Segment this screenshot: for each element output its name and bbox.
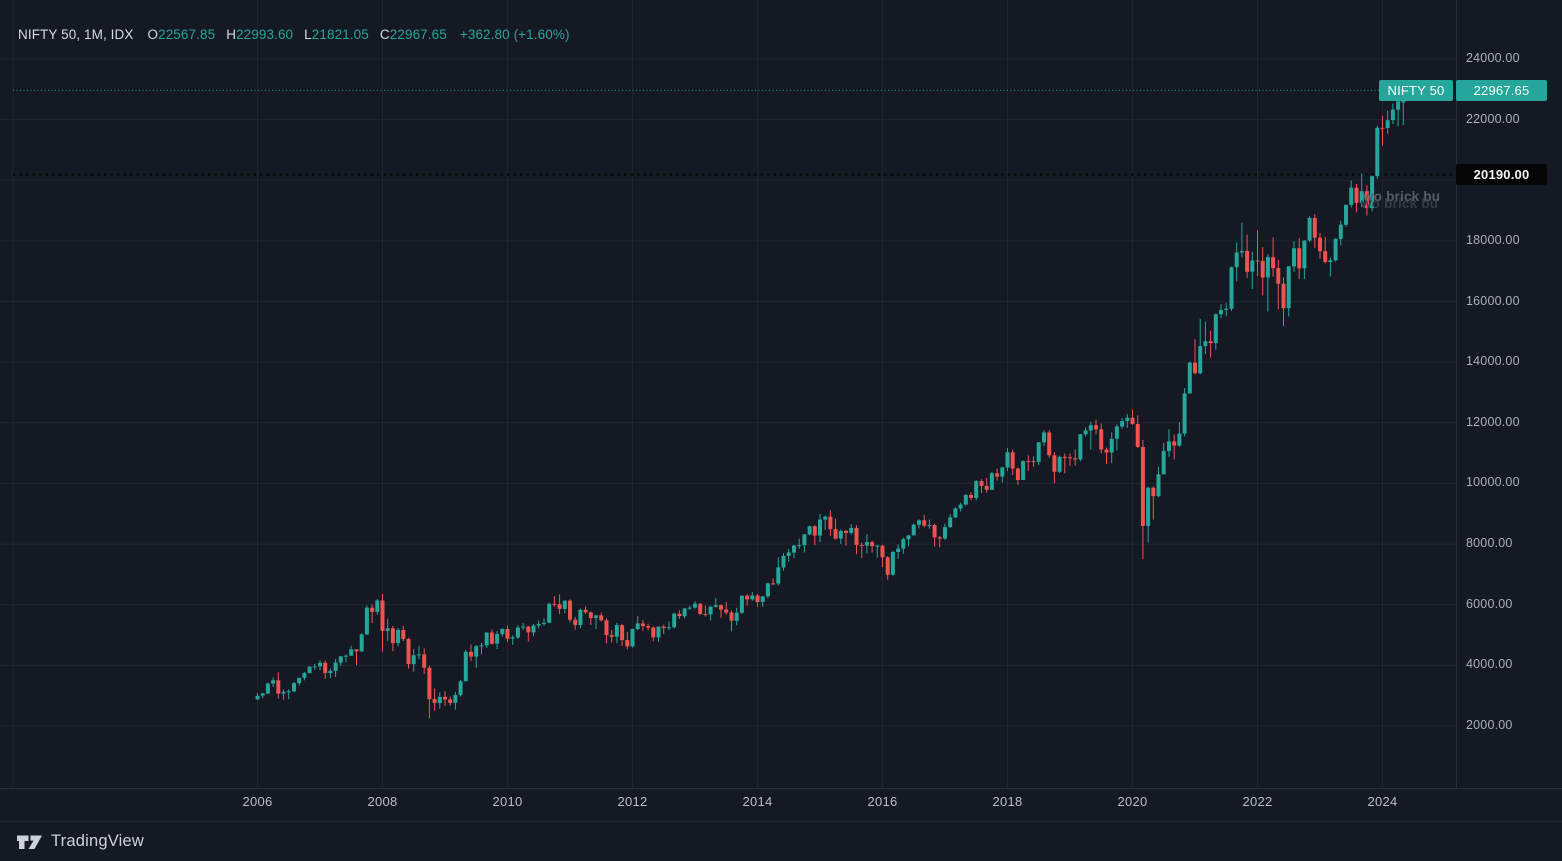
legend-low: L21821.05 [304,27,369,42]
price-axis[interactable]: 24000.0022000.0020000.0018000.0016000.00… [1457,0,1562,788]
legend-open: O22567.85 [147,27,215,42]
price-tick-label: 12000.00 [1466,414,1520,429]
year-label: 2022 [1242,794,1273,809]
low-label: L [304,26,312,42]
time-axis[interactable]: 2006 2008 2010 2012 2014 2016 2018 2020 2022 2024 [0,789,1457,821]
drawing-overlay-layer: wo brick bu wo brick bu [1361,189,1441,211]
horizontal-line-price-label: 20190.00 [1456,164,1547,185]
symbol-price-label: NIFTY 50 [1379,79,1453,101]
legend-high: H22993.60 [226,27,293,42]
drawing-text-label[interactable]: wo brick bu [1361,196,1439,211]
price-tick-label: 10000.00 [1466,475,1520,490]
close-label: C [379,26,390,42]
year-label: 2008 [367,794,398,809]
year-label: 2010 [492,794,523,809]
price-tick-label: 18000.00 [1466,232,1520,247]
price-tick-label: 2000.00 [1466,718,1513,732]
year-label: 2014 [742,794,773,809]
price-tick-label: 14000.00 [1466,354,1520,369]
price-tick-label: 24000.00 [1466,51,1520,65]
low-value: 21821.05 [311,26,369,42]
year-label: 2006 [242,794,273,809]
price-tick-label: 16000.00 [1466,293,1520,308]
price-tick-label: 6000.00 [1466,596,1513,611]
year-label: 2020 [1117,794,1148,809]
legend-close: C22967.65 [380,27,447,42]
price-tick-label: 22000.00 [1466,111,1520,126]
price-tick-label: 8000.00 [1466,536,1513,551]
open-value: 22567.85 [158,26,216,42]
symbol-title[interactable]: NIFTY 50, 1M, IDX [18,26,134,42]
last-price-axis-label: 22967.65 [1456,79,1547,101]
open-label: O [147,26,159,42]
year-label: 2012 [617,794,648,809]
tradingview-logo[interactable]: TradingView [16,831,144,853]
tradingview-logo-icon [17,835,42,849]
close-value: 22967.65 [389,26,447,42]
symbol-legend[interactable]: NIFTY 50, 1M, IDX O22567.85 H22993.60 L2… [18,25,570,43]
year-label: 2024 [1367,794,1398,809]
change-value: +362.80 (+1.60%) [459,26,570,42]
price-tick-label: 4000.00 [1466,657,1513,672]
year-label: 2018 [992,794,1023,809]
tradingview-logo-text: TradingView [51,832,144,850]
high-label: H [226,26,237,42]
high-value: 22993.60 [236,26,294,42]
year-label: 2016 [867,794,898,809]
drawing-text-label[interactable]: wo brick bu [1363,189,1441,204]
footer-bar: TradingView [0,822,1562,861]
